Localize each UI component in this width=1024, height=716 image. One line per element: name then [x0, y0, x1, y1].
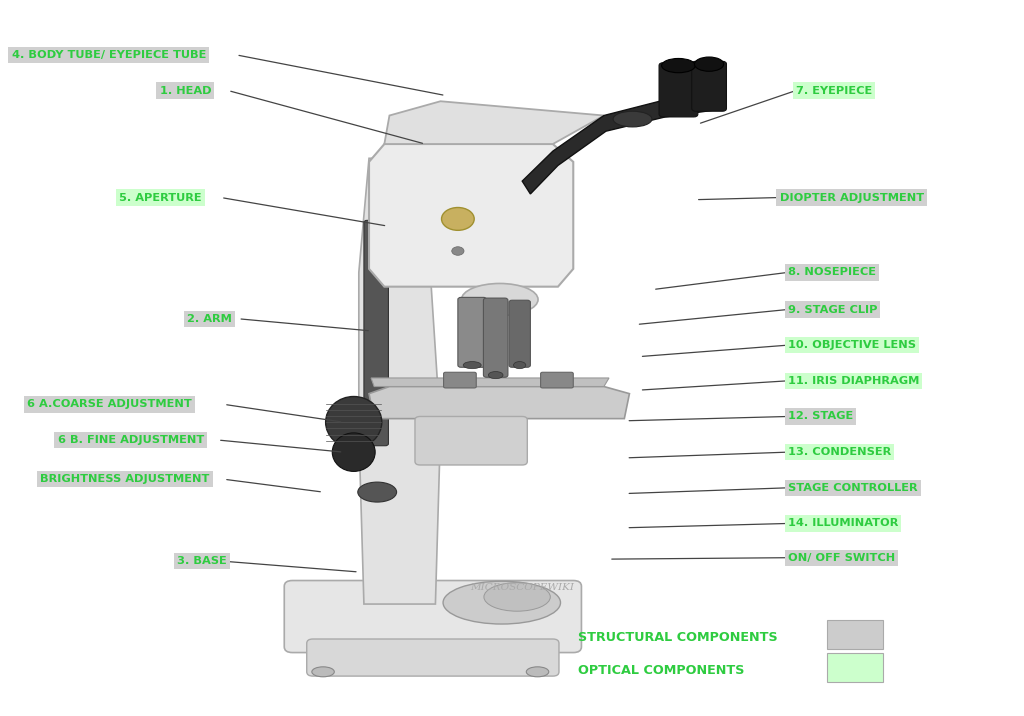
FancyBboxPatch shape [307, 639, 559, 676]
Text: OPTICAL COMPONENTS: OPTICAL COMPONENTS [579, 664, 744, 677]
Text: 4. BODY TUBE/ EYEPIECE TUBE: 4. BODY TUBE/ EYEPIECE TUBE [11, 50, 206, 60]
Ellipse shape [326, 397, 382, 448]
Text: 14. ILLUMINATOR: 14. ILLUMINATOR [787, 518, 898, 528]
FancyBboxPatch shape [826, 621, 883, 649]
FancyBboxPatch shape [415, 417, 527, 465]
Ellipse shape [662, 59, 695, 73]
FancyBboxPatch shape [826, 653, 883, 682]
Circle shape [452, 247, 464, 256]
Ellipse shape [312, 667, 334, 677]
Ellipse shape [463, 362, 481, 369]
Text: ON/ OFF SWITCH: ON/ OFF SWITCH [787, 553, 895, 563]
Polygon shape [522, 92, 716, 194]
Text: 8. NOSEPIECE: 8. NOSEPIECE [787, 267, 876, 277]
Text: 3. BASE: 3. BASE [177, 556, 226, 566]
Text: MICROSCOPEWIKI: MICROSCOPEWIKI [470, 583, 574, 592]
Ellipse shape [357, 482, 396, 502]
Ellipse shape [443, 581, 560, 624]
Text: 2. ARM: 2. ARM [187, 314, 232, 324]
Polygon shape [369, 387, 630, 419]
FancyBboxPatch shape [285, 581, 582, 652]
Text: BRIGHTNESS ADJUSTMENT: BRIGHTNESS ADJUSTMENT [40, 474, 210, 484]
Text: DIOPTER ADJUSTMENT: DIOPTER ADJUSTMENT [779, 193, 924, 203]
FancyBboxPatch shape [509, 300, 530, 367]
Text: 5. APERTURE: 5. APERTURE [119, 193, 202, 203]
Text: 11. IRIS DIAPHRAGM: 11. IRIS DIAPHRAGM [787, 376, 920, 386]
Ellipse shape [488, 372, 503, 379]
Polygon shape [358, 158, 440, 604]
Ellipse shape [526, 667, 549, 677]
FancyBboxPatch shape [364, 221, 388, 446]
FancyBboxPatch shape [659, 63, 698, 117]
Text: 6 A.COARSE ADJUSTMENT: 6 A.COARSE ADJUSTMENT [27, 400, 191, 410]
Text: STAGE CONTROLLER: STAGE CONTROLLER [787, 483, 918, 493]
Ellipse shape [332, 433, 375, 471]
FancyBboxPatch shape [483, 298, 508, 377]
Text: 12. STAGE: 12. STAGE [787, 412, 853, 422]
Text: 10. OBJECTIVE LENS: 10. OBJECTIVE LENS [787, 340, 915, 350]
Polygon shape [371, 378, 609, 387]
Text: 9. STAGE CLIP: 9. STAGE CLIP [787, 304, 878, 314]
FancyBboxPatch shape [692, 62, 726, 111]
FancyBboxPatch shape [443, 372, 476, 388]
Ellipse shape [484, 583, 550, 611]
Ellipse shape [513, 362, 525, 369]
Text: 7. EYEPIECE: 7. EYEPIECE [796, 85, 872, 95]
Text: 1. HEAD: 1. HEAD [160, 85, 211, 95]
Polygon shape [384, 101, 604, 144]
Ellipse shape [694, 57, 724, 72]
Text: 6 B. FINE ADJUSTMENT: 6 B. FINE ADJUSTMENT [57, 435, 204, 445]
Text: 13. CONDENSER: 13. CONDENSER [787, 448, 891, 457]
FancyBboxPatch shape [458, 297, 486, 367]
FancyBboxPatch shape [541, 372, 573, 388]
Ellipse shape [462, 284, 538, 316]
Ellipse shape [613, 111, 652, 127]
Polygon shape [369, 144, 573, 286]
Text: STRUCTURAL COMPONENTS: STRUCTURAL COMPONENTS [579, 631, 778, 644]
Circle shape [441, 208, 474, 231]
